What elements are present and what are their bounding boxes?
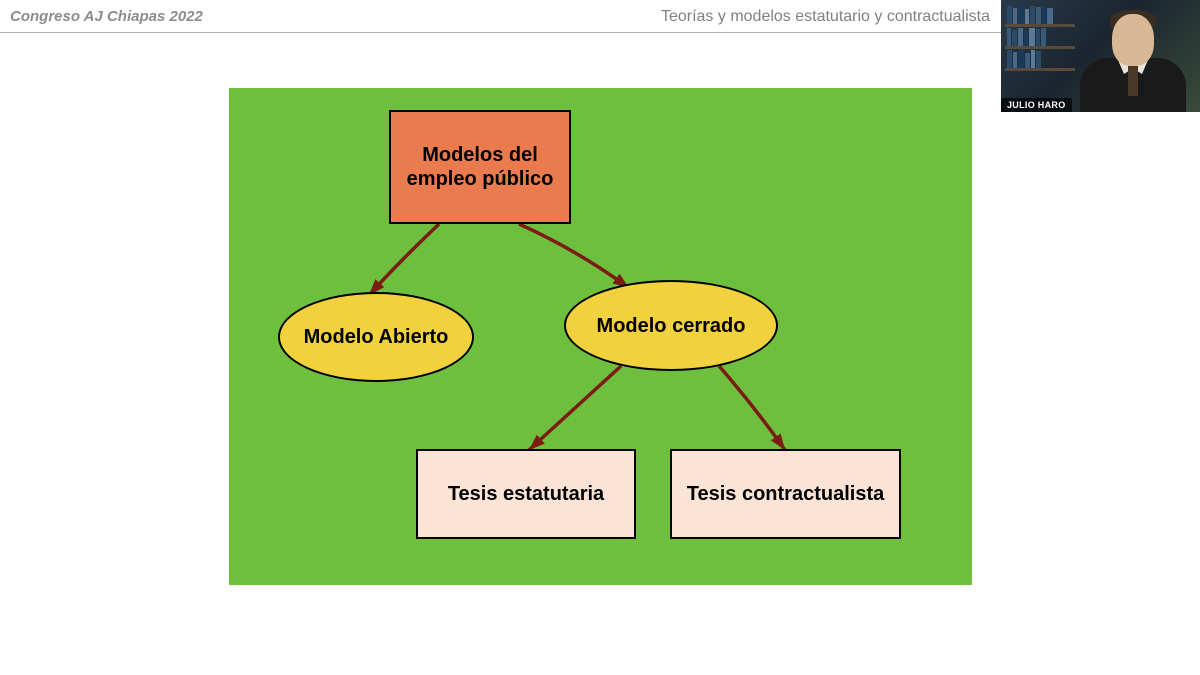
node-cerrado: Modelo cerrado bbox=[564, 280, 778, 371]
node-estatutaria: Tesis estatutaria bbox=[416, 449, 636, 539]
diagram-canvas: Modelos delempleo público Modelo Abierto M… bbox=[229, 88, 972, 585]
webcam-person-tie bbox=[1128, 66, 1138, 96]
webcam-name-label: JULIO HARO bbox=[1001, 98, 1072, 112]
header-left-text: Congreso AJ Chiapas 2022 bbox=[10, 8, 203, 25]
node-root: Modelos delempleo público bbox=[389, 110, 571, 224]
webcam-person-head bbox=[1112, 14, 1154, 66]
header-right-text: Teorías y modelos estatutario y contract… bbox=[661, 8, 990, 26]
node-contractualista: Tesis contractualista bbox=[670, 449, 901, 539]
node-abierto: Modelo Abierto bbox=[278, 292, 474, 382]
webcam-tile: JULIO HARO bbox=[1001, 0, 1200, 112]
